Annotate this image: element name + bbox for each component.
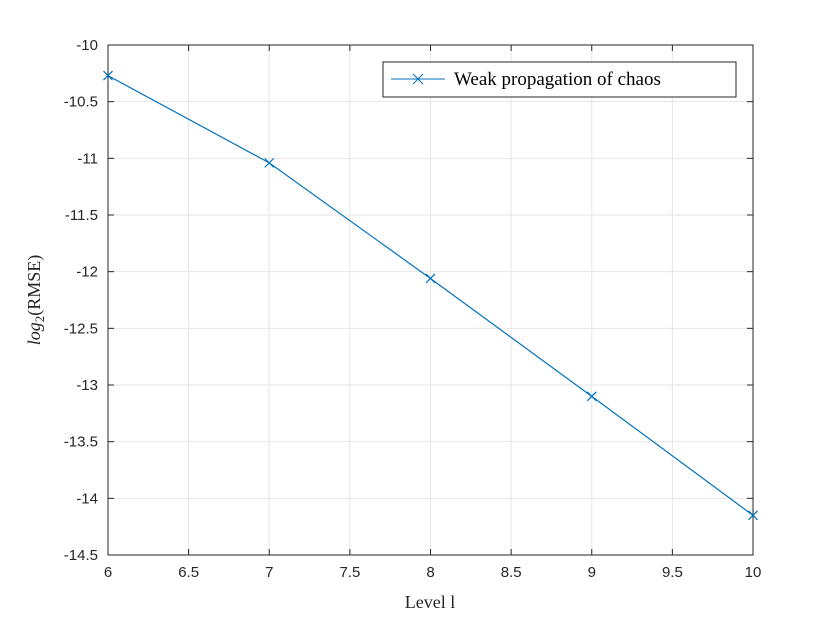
x-axis-label: Level l: [405, 592, 455, 612]
y-tick-label: -11: [77, 150, 98, 167]
y-tick-label: -12.5: [64, 320, 98, 337]
legend-marker-icon: [412, 73, 424, 85]
data-point-marker: [748, 510, 758, 521]
y-tick-label: -14.5: [64, 547, 98, 564]
x-tick-label: 10: [745, 564, 762, 581]
data-point-marker: [103, 70, 113, 81]
x-tick-label: 8: [426, 564, 434, 581]
y-tick-label: -14: [76, 490, 98, 507]
x-tick-label: 7.5: [339, 564, 360, 581]
x-tick-label: 7: [265, 564, 273, 581]
x-tick-label: 6.5: [178, 564, 199, 581]
y-tick-label: -11.5: [65, 207, 98, 224]
y-axis-label: log2(RMSE): [24, 255, 47, 346]
y-tick-label: -13: [76, 377, 98, 394]
y-axis-label-rest: (RMSE): [24, 255, 45, 316]
x-tick-label: 6: [104, 564, 112, 581]
y-tick-label: -13.5: [64, 434, 98, 451]
y-tick-label: -10.5: [64, 94, 98, 111]
ticks: 6 6.5 7 7.5 8 8.5 9 9.5 10 -10 -10.5 -11 -11.5 -12 -12…: [64, 37, 762, 581]
legend: Weak propagation of chaos: [382, 61, 737, 98]
y-tick-label: -10: [76, 37, 98, 54]
x-tick-label: 9.5: [662, 564, 683, 581]
y-axis-label-main: log: [24, 322, 44, 345]
x-tick-label: 8.5: [501, 564, 522, 581]
legend-label: Weak propagation of chaos: [454, 69, 661, 90]
data-point-marker: [586, 391, 597, 402]
x-tick-label: 9: [588, 564, 596, 581]
y-tick-label: -12: [76, 264, 98, 281]
data-point-marker: [264, 157, 275, 168]
y-axis-label-subscript: 2: [32, 316, 47, 323]
data-point-marker: [425, 273, 436, 284]
series-layer: [103, 70, 758, 521]
